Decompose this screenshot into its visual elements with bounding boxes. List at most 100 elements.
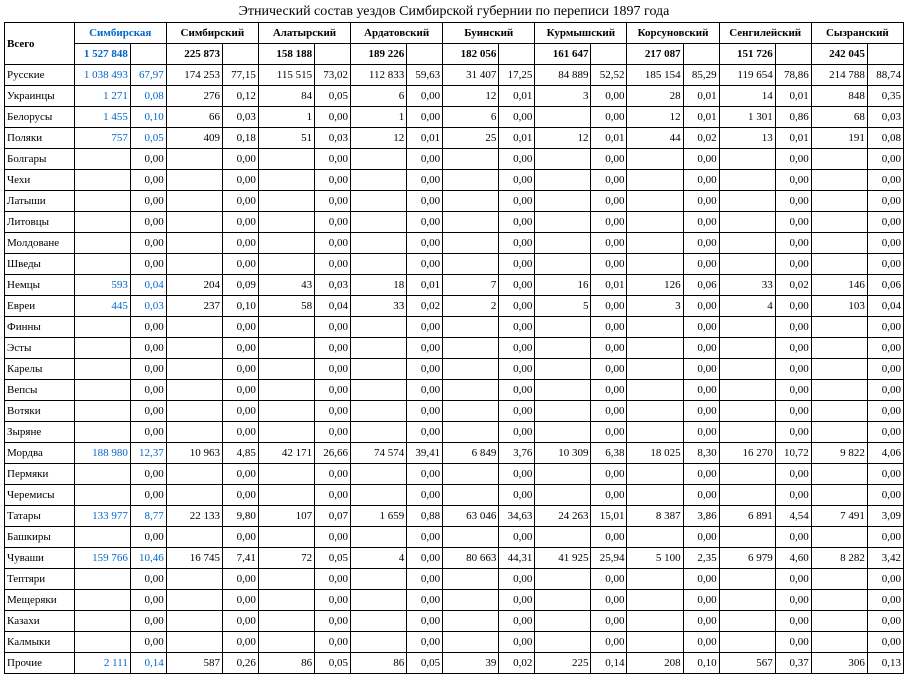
cell-pct: 0,00 <box>315 380 351 401</box>
cell-pct: 0,00 <box>499 170 535 191</box>
cell-pct: 0,00 <box>407 170 443 191</box>
cell-pct: 0,00 <box>683 212 719 233</box>
cell-value <box>351 401 407 422</box>
cell-value <box>627 212 683 233</box>
cell-pct: 17,25 <box>499 65 535 86</box>
cell-pct: 88,74 <box>867 65 903 86</box>
cell-value <box>627 254 683 275</box>
col-total-pct <box>315 44 351 65</box>
cell-pct: 0,00 <box>867 632 903 653</box>
cell-value <box>627 485 683 506</box>
cell-value <box>535 590 591 611</box>
cell-value: 3 <box>627 296 683 317</box>
cell-pct: 8,77 <box>130 506 166 527</box>
cell-pct: 0,04 <box>867 296 903 317</box>
row-label: Вепсы <box>5 380 75 401</box>
cell-pct: 0,02 <box>499 653 535 674</box>
cell-pct: 0,00 <box>130 401 166 422</box>
cell-pct: 0,10 <box>130 107 166 128</box>
cell-pct: 0,00 <box>591 107 627 128</box>
cell-value <box>627 632 683 653</box>
cell-pct: 0,00 <box>407 485 443 506</box>
table-row: Шведы0,000,000,000,000,000,000,000,000,0… <box>5 254 904 275</box>
cell-value <box>166 212 222 233</box>
cell-value <box>443 485 499 506</box>
table-row: Зыряне0,000,000,000,000,000,000,000,000,… <box>5 422 904 443</box>
cell-pct: 3,86 <box>683 506 719 527</box>
cell-value <box>719 233 775 254</box>
cell-value: 12 <box>627 107 683 128</box>
cell-value: 41 925 <box>535 548 591 569</box>
cell-value <box>166 527 222 548</box>
cell-value <box>166 338 222 359</box>
cell-value <box>166 254 222 275</box>
cell-pct: 52,52 <box>591 65 627 86</box>
cell-pct: 0,00 <box>499 149 535 170</box>
cell-pct: 0,00 <box>775 422 811 443</box>
cell-pct: 0,02 <box>775 275 811 296</box>
cell-value <box>535 107 591 128</box>
cell-pct: 0,00 <box>499 464 535 485</box>
row-label: Евреи <box>5 296 75 317</box>
col-total-pct <box>775 44 811 65</box>
cell-pct: 0,00 <box>222 569 258 590</box>
cell-value <box>166 380 222 401</box>
cell-pct: 0,00 <box>407 611 443 632</box>
cell-pct: 0,00 <box>315 464 351 485</box>
table-row: Башкиры0,000,000,000,000,000,000,000,000… <box>5 527 904 548</box>
cell-value <box>258 527 314 548</box>
cell-value: 6 891 <box>719 506 775 527</box>
cell-pct: 0,37 <box>775 653 811 674</box>
cell-pct: 0,00 <box>407 527 443 548</box>
table-row: Вепсы0,000,000,000,000,000,000,000,000,0… <box>5 380 904 401</box>
row-label: Мордва <box>5 443 75 464</box>
cell-pct: 0,00 <box>591 464 627 485</box>
cell-pct: 0,08 <box>130 86 166 107</box>
cell-pct: 15,01 <box>591 506 627 527</box>
row-label: Татары <box>5 506 75 527</box>
cell-value: 51 <box>258 128 314 149</box>
cell-pct: 0,02 <box>683 128 719 149</box>
cell-value: 159 766 <box>74 548 130 569</box>
cell-value <box>74 254 130 275</box>
cell-value <box>258 233 314 254</box>
cell-value <box>258 317 314 338</box>
cell-value <box>351 233 407 254</box>
cell-pct: 0,00 <box>315 233 351 254</box>
cell-value <box>627 380 683 401</box>
cell-value: 7 491 <box>811 506 867 527</box>
cell-pct: 0,00 <box>683 611 719 632</box>
table-row: Немцы5930,042040,09430,03180,0170,00160,… <box>5 275 904 296</box>
cell-value <box>443 212 499 233</box>
cell-pct: 0,00 <box>222 401 258 422</box>
cell-pct: 0,00 <box>499 296 535 317</box>
cell-value: 6 979 <box>719 548 775 569</box>
cell-value <box>719 212 775 233</box>
cell-pct: 0,08 <box>867 128 903 149</box>
cell-value <box>166 149 222 170</box>
cell-value: 567 <box>719 653 775 674</box>
cell-value: 1 271 <box>74 86 130 107</box>
col-total-value: 151 726 <box>719 44 775 65</box>
cell-pct: 4,60 <box>775 548 811 569</box>
cell-value <box>351 254 407 275</box>
col-total-pct <box>499 44 535 65</box>
cell-value: 28 <box>627 86 683 107</box>
cell-pct: 0,00 <box>315 569 351 590</box>
cell-pct: 0,00 <box>315 212 351 233</box>
row-label: Шведы <box>5 254 75 275</box>
cell-pct: 0,01 <box>499 86 535 107</box>
cell-pct: 0,00 <box>499 212 535 233</box>
table-row: Латыши0,000,000,000,000,000,000,000,000,… <box>5 191 904 212</box>
cell-value <box>719 527 775 548</box>
cell-pct: 0,00 <box>499 359 535 380</box>
cell-value <box>627 422 683 443</box>
cell-value <box>811 233 867 254</box>
cell-value <box>811 212 867 233</box>
cell-value: 6 <box>351 86 407 107</box>
cell-pct: 0,00 <box>499 485 535 506</box>
cell-value: 593 <box>74 275 130 296</box>
row-label: Поляки <box>5 128 75 149</box>
cell-value <box>258 191 314 212</box>
cell-pct: 0,00 <box>499 233 535 254</box>
